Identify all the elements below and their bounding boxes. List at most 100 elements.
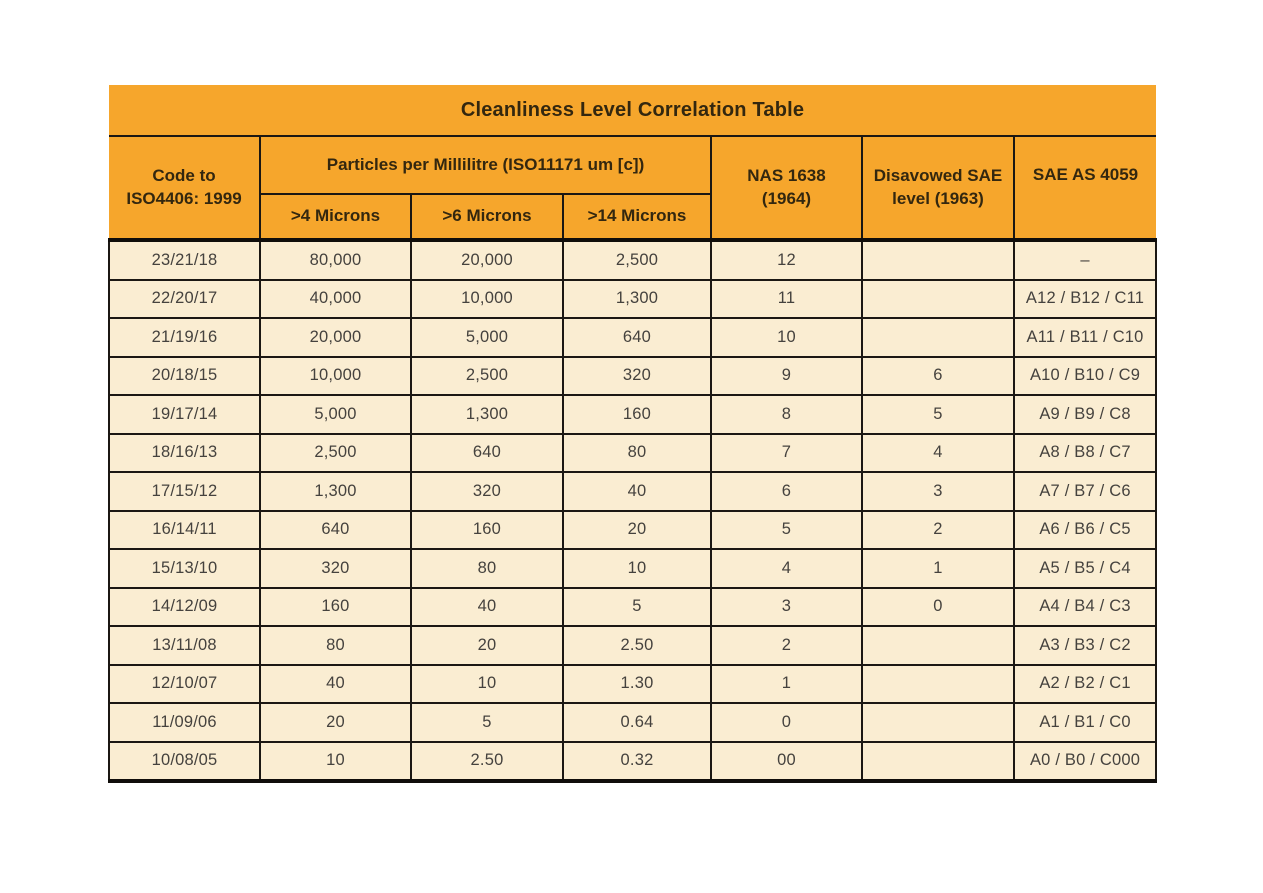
cell-6-microns: 1,300: [410, 394, 564, 435]
cell-6-microns: 640: [410, 432, 564, 473]
cell-6-microns: 320: [410, 471, 564, 512]
cell-6-microns: 2,500: [410, 355, 564, 396]
cell-nas: 6: [710, 471, 863, 512]
cell-iso-code: 13/11/08: [108, 625, 261, 666]
cell-4-microns: 320: [259, 548, 412, 589]
cell-14-microns: 0.64: [562, 702, 712, 743]
column-header-disavowed-sae: Disavowed SAE level (1963): [861, 135, 1015, 242]
cell-sae-as-4059: A1 / B1 / C0: [1012, 702, 1158, 743]
table-row: 12/10/07 40 10 1.30 1 A2 / B2 / C1: [108, 663, 1158, 704]
cell-iso-code: 20/18/15: [108, 355, 261, 396]
cell-nas: 00: [710, 740, 863, 783]
cell-disavowed-sae: [861, 702, 1015, 743]
cell-sae-as-4059: A4 / B4 / C3: [1012, 586, 1158, 627]
cell-disavowed-sae: [861, 317, 1015, 358]
table-row: 23/21/18 80,000 20,000 2,500 12 –: [108, 239, 1158, 281]
cell-6-microns: 5,000: [410, 317, 564, 358]
table-row: 19/17/14 5,000 1,300 160 8 5 A9 / B9 / C…: [108, 394, 1158, 435]
cell-disavowed-sae: 2: [861, 509, 1015, 550]
cell-disavowed-sae: [861, 625, 1015, 666]
cell-14-microns: 160: [562, 394, 712, 435]
cell-14-microns: 20: [562, 509, 712, 550]
cleanliness-correlation-table: Cleanliness Level Correlation Table Code…: [108, 85, 1158, 783]
iso-code-header-line2: ISO4406: 1999: [126, 188, 242, 208]
cell-nas: 3: [710, 586, 863, 627]
cell-6-microns: 10,000: [410, 278, 564, 319]
cell-4-microns: 20: [259, 702, 412, 743]
table-row: 14/12/09 160 40 5 3 0 A4 / B4 / C3: [108, 586, 1158, 627]
cell-nas: 12: [710, 239, 863, 281]
cell-sae-as-4059: –: [1012, 239, 1158, 281]
column-header-6-microns: >6 Microns: [410, 193, 564, 242]
disavowed-header-line1: Disavowed SAE: [873, 166, 1003, 186]
cell-nas: 5: [710, 509, 863, 550]
cell-14-microns: 80: [562, 432, 712, 473]
cell-4-microns: 160: [259, 586, 412, 627]
table-row: 17/15/12 1,300 320 40 6 3 A7 / B7 / C6: [108, 471, 1158, 512]
cell-4-microns: 640: [259, 509, 412, 550]
cell-4-microns: 20,000: [259, 317, 412, 358]
cell-iso-code: 11/09/06: [108, 702, 261, 743]
table-title-row: Cleanliness Level Correlation Table: [109, 85, 1157, 137]
disavowed-header-line2: level (1963): [892, 188, 984, 208]
cell-iso-code: 21/19/16: [108, 317, 261, 358]
cell-iso-code: 10/08/05: [108, 740, 261, 783]
cell-sae-as-4059: A6 / B6 / C5: [1012, 509, 1158, 550]
cell-4-microns: 2,500: [259, 432, 412, 473]
header-row-upper: Code to ISO4406: 1999 Particles per Mill…: [109, 135, 1157, 242]
cell-nas: 8: [710, 394, 863, 435]
column-header-4-microns: >4 Microns: [259, 193, 412, 242]
cell-disavowed-sae: 4: [861, 432, 1015, 473]
table-row: 20/18/15 10,000 2,500 320 9 6 A10 / B10 …: [108, 355, 1158, 396]
column-header-14-microns: >14 Microns: [562, 193, 712, 242]
cell-iso-code: 18/16/13: [108, 432, 261, 473]
cell-14-microns: 640: [562, 317, 712, 358]
table-row: 22/20/17 40,000 10,000 1,300 11 A12 / B1…: [108, 278, 1158, 319]
cell-sae-as-4059: A0 / B0 / C000: [1012, 740, 1158, 783]
cell-iso-code: 14/12/09: [108, 586, 261, 627]
cell-4-microns: 80,000: [259, 239, 412, 281]
nas-header-line2: (1964): [761, 188, 812, 208]
cell-sae-as-4059: A8 / B8 / C7: [1012, 432, 1158, 473]
cell-sae-as-4059: A9 / B9 / C8: [1012, 394, 1158, 435]
cell-iso-code: 16/14/11: [108, 509, 261, 550]
column-header-sae-as-4059: SAE AS 4059: [1012, 135, 1157, 242]
iso-code-header-line1: Code to: [152, 166, 216, 186]
cell-disavowed-sae: [861, 663, 1015, 704]
cell-4-microns: 80: [259, 625, 412, 666]
header-row-microns: >4 Microns >6 Microns >14 Microns: [109, 193, 1156, 242]
table-row: 16/14/11 640 160 20 5 2 A6 / B6 / C5: [108, 509, 1158, 550]
cell-nas: 0: [710, 702, 863, 743]
cell-14-microns: 1,300: [562, 278, 712, 319]
cell-14-microns: 2,500: [562, 239, 712, 281]
cell-disavowed-sae: 0: [861, 586, 1015, 627]
cell-nas: 11: [710, 278, 863, 319]
cell-disavowed-sae: 6: [861, 355, 1015, 396]
cell-sae-as-4059: A12 / B12 / C11: [1012, 278, 1158, 319]
cell-4-microns: 40,000: [259, 278, 412, 319]
cell-6-microns: 5: [410, 702, 564, 743]
table-title: Cleanliness Level Correlation Table: [109, 85, 1157, 137]
cell-sae-as-4059: A10 / B10 / C9: [1012, 355, 1158, 396]
cell-6-microns: 20,000: [410, 239, 564, 281]
cell-disavowed-sae: [861, 740, 1015, 783]
cell-disavowed-sae: 3: [861, 471, 1015, 512]
cell-nas: 7: [710, 432, 863, 473]
cell-14-microns: 320: [562, 355, 712, 396]
cell-iso-code: 19/17/14: [108, 394, 261, 435]
cell-4-microns: 10,000: [259, 355, 412, 396]
column-header-iso-code: Code to ISO4406: 1999: [109, 135, 261, 242]
cell-14-microns: 0.32: [562, 740, 712, 783]
cell-disavowed-sae: [861, 278, 1015, 319]
cell-14-microns: 2.50: [562, 625, 712, 666]
table-row: 10/08/05 10 2.50 0.32 00 A0 / B0 / C000: [108, 740, 1158, 783]
cell-nas: 1: [710, 663, 863, 704]
table-row: 15/13/10 320 80 10 4 1 A5 / B5 / C4: [108, 548, 1158, 589]
cell-6-microns: 10: [410, 663, 564, 704]
table-row: 18/16/13 2,500 640 80 7 4 A8 / B8 / C7: [108, 432, 1158, 473]
cell-nas: 10: [710, 317, 863, 358]
cell-sae-as-4059: A7 / B7 / C6: [1012, 471, 1158, 512]
table-row: 13/11/08 80 20 2.50 2 A3 / B3 / C2: [108, 625, 1158, 666]
table-row: 11/09/06 20 5 0.64 0 A1 / B1 / C0: [108, 702, 1158, 743]
cell-nas: 9: [710, 355, 863, 396]
